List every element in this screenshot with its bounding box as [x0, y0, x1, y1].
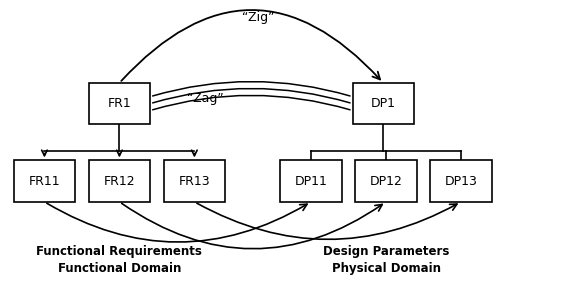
Text: Design Parameters: Design Parameters [323, 245, 449, 258]
FancyBboxPatch shape [353, 83, 414, 124]
Text: Functional Requirements: Functional Requirements [36, 245, 203, 258]
Text: “Zig”: “Zig” [242, 12, 274, 25]
Text: FR12: FR12 [104, 175, 135, 188]
FancyArrowPatch shape [153, 89, 350, 103]
Text: “Zag”: “Zag” [187, 92, 224, 105]
Text: DP11: DP11 [295, 175, 328, 188]
FancyArrowPatch shape [121, 10, 380, 81]
Text: FR1: FR1 [108, 97, 131, 110]
Text: FR13: FR13 [178, 175, 210, 188]
Text: Physical Domain: Physical Domain [332, 262, 440, 275]
FancyBboxPatch shape [164, 160, 225, 202]
Text: DP1: DP1 [371, 97, 396, 110]
FancyBboxPatch shape [356, 160, 417, 202]
FancyArrowPatch shape [122, 203, 382, 249]
FancyArrowPatch shape [153, 81, 350, 96]
FancyBboxPatch shape [280, 160, 342, 202]
FancyArrowPatch shape [153, 95, 350, 110]
FancyArrowPatch shape [197, 203, 457, 239]
FancyBboxPatch shape [89, 83, 150, 124]
FancyBboxPatch shape [89, 160, 150, 202]
Text: DP12: DP12 [370, 175, 402, 188]
FancyArrowPatch shape [47, 203, 307, 242]
Text: FR11: FR11 [29, 175, 60, 188]
FancyBboxPatch shape [14, 160, 75, 202]
FancyBboxPatch shape [430, 160, 491, 202]
Text: DP13: DP13 [444, 175, 477, 188]
Text: Functional Domain: Functional Domain [58, 262, 181, 275]
